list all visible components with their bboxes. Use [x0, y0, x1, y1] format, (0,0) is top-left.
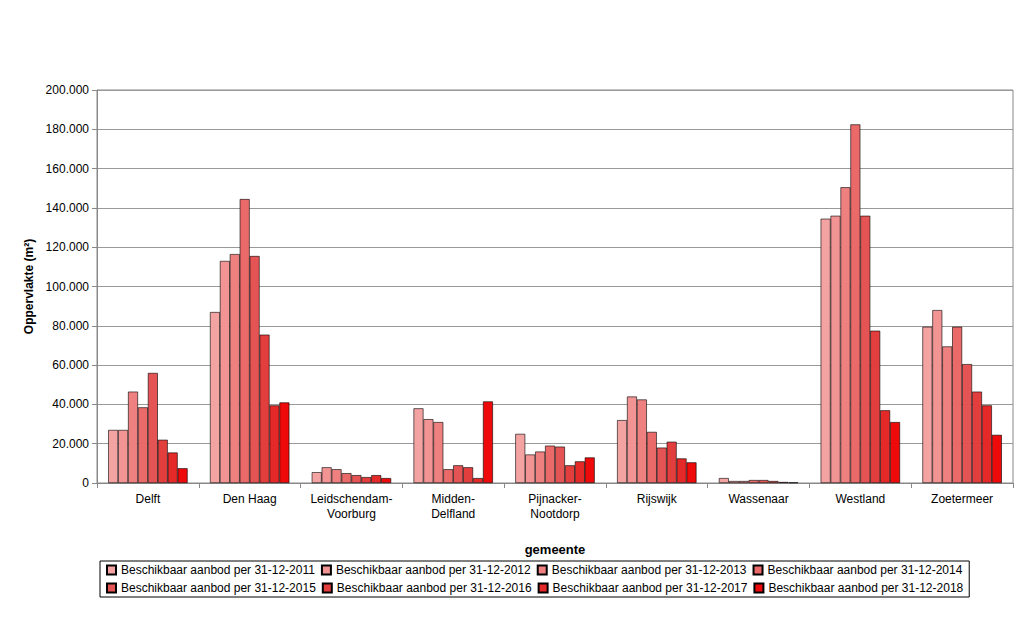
svg-text:Oppervlakte (m²): Oppervlakte (m²) [22, 239, 36, 334]
svg-text:Rijswijk: Rijswijk [637, 492, 678, 506]
svg-text:180.000: 180.000 [46, 122, 90, 136]
svg-text:Midden-: Midden- [432, 492, 475, 506]
svg-text:gemeente: gemeente [525, 542, 586, 557]
svg-text:20.000: 20.000 [52, 437, 89, 451]
svg-text:120.000: 120.000 [46, 240, 90, 254]
svg-text:Beschikbaar aanbod per 31-12-2: Beschikbaar aanbod per 31-12-2017 [553, 581, 748, 595]
svg-text:Voorburg: Voorburg [327, 507, 376, 521]
svg-text:Den Haag: Den Haag [223, 492, 277, 506]
svg-text:Beschikbaar aanbod per 31-12-2: Beschikbaar aanbod per 31-12-2012 [336, 563, 531, 577]
svg-text:Wassenaar: Wassenaar [728, 492, 788, 506]
svg-text:Delfland: Delfland [431, 507, 475, 521]
svg-text:60.000: 60.000 [52, 358, 89, 372]
svg-text:40.000: 40.000 [52, 397, 89, 411]
svg-text:Beschikbaar aanbod per 31-12-2: Beschikbaar aanbod per 31-12-2014 [768, 563, 963, 577]
svg-text:Nootdorp: Nootdorp [530, 507, 580, 521]
svg-text:Beschikbaar aanbod per 31-12-2: Beschikbaar aanbod per 31-12-2013 [552, 563, 747, 577]
svg-text:200.000: 200.000 [46, 83, 90, 97]
svg-text:Beschikbaar aanbod per 31-12-2: Beschikbaar aanbod per 31-12-2011 [121, 563, 315, 577]
svg-text:140.000: 140.000 [46, 201, 90, 215]
svg-text:Delft: Delft [136, 492, 161, 506]
svg-text:Pijnacker-: Pijnacker- [528, 492, 581, 506]
svg-text:160.000: 160.000 [46, 162, 90, 176]
svg-text:Beschikbaar aanbod per 31-12-2: Beschikbaar aanbod per 31-12-2018 [768, 581, 963, 595]
svg-text:Zoetermeer: Zoetermeer [931, 492, 993, 506]
svg-text:0: 0 [82, 476, 89, 490]
svg-text:Westland: Westland [835, 492, 885, 506]
svg-text:Beschikbaar aanbod per 31-12-2: Beschikbaar aanbod per 31-12-2015 [121, 581, 316, 595]
svg-text:100.000: 100.000 [46, 280, 90, 294]
svg-text:80.000: 80.000 [52, 319, 89, 333]
svg-text:Leidschendam-: Leidschendam- [310, 492, 392, 506]
svg-text:Beschikbaar aanbod per 31-12-2: Beschikbaar aanbod per 31-12-2016 [337, 581, 532, 595]
